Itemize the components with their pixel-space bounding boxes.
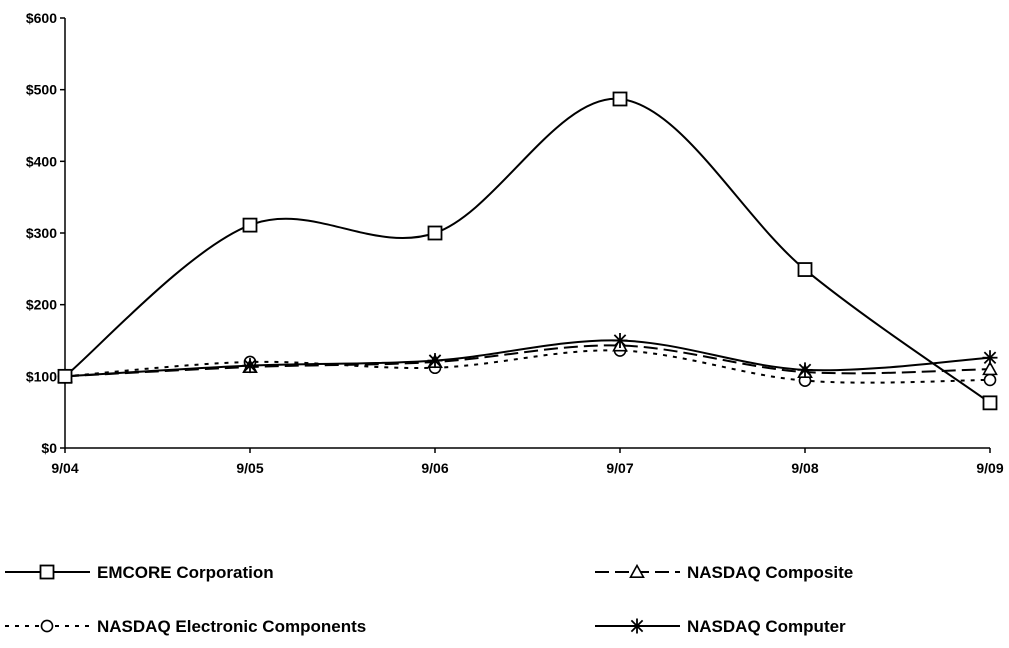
x-tick-label: 9/07: [606, 460, 633, 476]
legend: EMCORE Corporation NASDAQ Composite NASDAQ…: [5, 563, 853, 636]
legend-item-nasdaq-composite: NASDAQ Composite: [595, 563, 853, 582]
legend-label: EMCORE Corporation: [97, 563, 274, 582]
x-tick-label: 9/09: [976, 460, 1003, 476]
legend-marker-star: [629, 618, 645, 634]
x-tick-label: 9/04: [51, 460, 78, 476]
data-point-emcore-corporation: [57, 368, 73, 384]
legend-item-emcore-corporation: EMCORE Corporation: [5, 563, 274, 582]
legend-marker-square: [39, 564, 55, 580]
series-line-nasdaq-computer: [64, 339, 991, 378]
data-point-nasdaq-computer: [797, 362, 813, 378]
y-tick-label: $0: [41, 440, 57, 456]
legend-marker-circle: [40, 619, 54, 633]
legend-label: NASDAQ Composite: [687, 563, 853, 582]
x-tick-label: 9/08: [791, 460, 818, 476]
legend-label: NASDAQ Electronic Components: [97, 617, 366, 636]
legend-marker-triangle: [629, 563, 645, 579]
legend-label: NASDAQ Computer: [687, 617, 846, 636]
data-point-nasdaq-computer: [982, 350, 998, 366]
x-tick-label: 9/06: [421, 460, 448, 476]
legend-item-nasdaq-electronic-components: NASDAQ Electronic Components: [5, 617, 366, 636]
data-point-nasdaq-computer: [242, 358, 258, 374]
data-point-emcore-corporation: [427, 225, 443, 241]
data-point-nasdaq-composite: [982, 361, 998, 376]
series-line-emcore-corporation: [64, 97, 991, 404]
y-tick-label: $600: [26, 10, 57, 26]
data-point-nasdaq-computer: [612, 333, 628, 348]
series-line-nasdaq-electronic-components: [64, 349, 991, 384]
data-point-emcore-corporation: [242, 217, 258, 233]
data-point-emcore-corporation: [797, 262, 813, 277]
y-tick-label: $400: [26, 153, 57, 169]
plot-area: $0 $100 $200 $300 $400 $500 $600 9/04 9/05 9/06 9/…: [26, 10, 1004, 476]
data-point-nasdaq-computer: [427, 353, 443, 369]
legend-item-nasdaq-computer: NASDAQ Computer: [595, 617, 846, 636]
y-tick-label: $300: [26, 225, 57, 241]
series-line-nasdaq-composite: [64, 344, 991, 378]
x-tick-label: 9/05: [236, 460, 263, 476]
y-tick-label: $200: [26, 297, 57, 313]
y-tick-label: $500: [26, 82, 57, 98]
data-point-emcore-corporation: [612, 91, 628, 107]
y-tick-label: $100: [26, 368, 57, 384]
data-point-nasdaq-electronic-components: [983, 373, 997, 387]
data-point-emcore-corporation: [982, 395, 998, 411]
